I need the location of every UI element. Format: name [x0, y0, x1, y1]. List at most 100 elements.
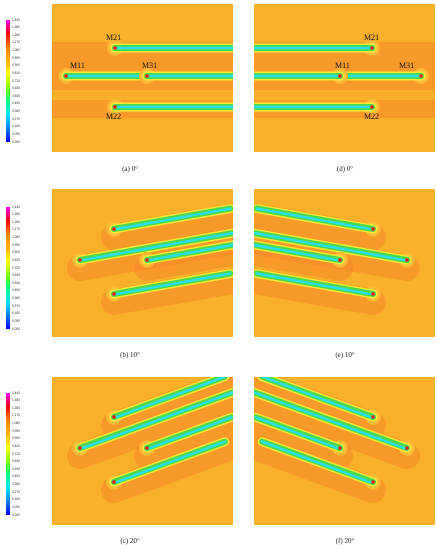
colorbar-tick-label: 0.540 [12, 93, 20, 98]
jet-core [254, 231, 406, 262]
colorbar-tick-label: 1.350 [12, 25, 20, 30]
colorbar-tick-label: 1.170 [12, 413, 20, 418]
colorbar-b: 1.440 1.350 1.260 1.170 1.080 0.990 0.900 0.810… [6, 205, 20, 334]
colorbar-tick-label: 1.350 [12, 212, 20, 217]
label-m11-left: M11 [70, 61, 85, 70]
wake-region [254, 268, 386, 315]
jet-core [81, 391, 233, 450]
nozzle-tip [370, 105, 374, 109]
nozzle-tip [371, 480, 375, 484]
nozzle-tip [145, 446, 149, 450]
nozzle-tip [112, 415, 116, 419]
colorbar-tick-label: 0.360 [12, 109, 20, 113]
colorbar-tick-label: 1.260 [12, 219, 20, 224]
contour-panel-c [52, 377, 233, 525]
jet-core [115, 272, 232, 296]
label-m21-left: M21 [106, 33, 122, 42]
colorbar-tick-label: 0.180 [12, 311, 20, 316]
colorbar-tick-label: 1.440 [12, 390, 20, 395]
colorbar-tick-label: 0.360 [12, 296, 20, 300]
colorbar-tick-label: 0.900 [12, 436, 20, 441]
wake-region [101, 268, 233, 315]
contour-panel-b [52, 189, 233, 337]
colorbar-bar [6, 393, 10, 515]
colorbar-tick-label: 0.720 [12, 451, 20, 456]
label-m22-right: M22 [364, 112, 380, 121]
colorbar-bar [6, 20, 10, 142]
nozzle-tip [370, 46, 374, 50]
colorbar-tick-label: 0.360 [12, 482, 20, 486]
contour-svg [254, 377, 435, 525]
nozzle-tip [338, 74, 342, 78]
wake-region [101, 377, 233, 438]
label-m31-right: M31 [399, 61, 415, 70]
nozzle-tip [113, 46, 117, 50]
colorbar-tick-label: 0.000 [12, 512, 20, 517]
nozzle-tip [145, 258, 149, 262]
colorbar-tick-label: 0.900 [12, 63, 20, 68]
contour-panel-e [254, 189, 435, 337]
colorbar-tick-label: 1.080 [12, 235, 20, 239]
colorbar-gradient [6, 393, 10, 515]
contour-panel-a [52, 4, 233, 152]
colorbar-tick-label: 1.260 [12, 32, 20, 37]
nozzle-tip [419, 74, 423, 78]
colorbar-tick-label: 1.440 [12, 204, 20, 209]
colorbar-tick-label: 0.270 [12, 303, 20, 308]
nozzle-tip [371, 227, 375, 231]
colorbar-tick-label: 0.900 [12, 250, 20, 255]
nozzle-tip [338, 446, 342, 450]
label-m11-right: M11 [335, 61, 350, 70]
jet-core [115, 440, 227, 484]
colorbar-tick-label: 0.450 [12, 288, 20, 293]
wake-region [254, 386, 420, 469]
contour-panel-f [254, 377, 435, 525]
jet-core [260, 377, 372, 419]
jet-core [254, 243, 339, 262]
jet-core [254, 391, 406, 450]
jet-core [148, 416, 233, 450]
contour-panel-d [254, 4, 435, 152]
colorbar-tick-label: 0.270 [12, 489, 20, 494]
colorbar-a: 1.440 1.350 1.260 1.170 1.080 0.990 0.900 0.810… [6, 18, 20, 147]
nozzle-tip [145, 74, 149, 78]
colorbar-tick-label: 1.260 [12, 405, 20, 410]
wake-region [134, 412, 233, 469]
colorbar-tick-label: 0.630 [12, 459, 20, 464]
caption-f: (f) 20° [335, 537, 355, 545]
wake-region [254, 436, 386, 503]
colorbar-tick-label: 0.990 [12, 242, 20, 247]
contour-svg [52, 377, 233, 525]
contour-svg [52, 189, 233, 337]
caption-e: (e) 10° [335, 351, 355, 359]
wake-region [134, 239, 233, 281]
colorbar-tick-label: 1.350 [12, 398, 20, 403]
caption-a: (a) 0° [122, 165, 138, 173]
colorbar-gradient [6, 207, 10, 329]
wake-region [101, 203, 233, 250]
colorbar-gradient [6, 20, 10, 142]
jet-core [115, 377, 227, 419]
colorbar-tick-label: 0.540 [12, 466, 20, 471]
jet-core [255, 272, 372, 296]
colorbar-tick-label: 0.720 [12, 78, 20, 83]
nozzle-tip [78, 446, 82, 450]
jet-core [115, 207, 232, 231]
colorbar-tick-label: 1.170 [12, 227, 20, 232]
wake-region [67, 386, 233, 469]
colorbar-tick-label: 1.080 [12, 48, 20, 52]
label-m22-left: M22 [106, 112, 122, 121]
nozzle-tip [64, 74, 68, 78]
colorbar-c: 1.440 1.350 1.260 1.170 1.080 0.990 0.900 0.810… [6, 391, 20, 520]
colorbar-tick-label: 0.450 [12, 474, 20, 479]
contour-svg [254, 4, 435, 152]
nozzle-tip [405, 258, 409, 262]
jet-core [255, 207, 372, 231]
nozzle-tip [112, 292, 116, 296]
contour-svg [52, 4, 233, 152]
wake-region [101, 436, 233, 503]
caption-b: (b) 10° [120, 351, 140, 359]
colorbar-tick-label: 0.090 [12, 131, 20, 136]
colorbar-tick-label: 0.000 [12, 326, 20, 331]
colorbar-tick-label: 1.440 [12, 17, 20, 22]
